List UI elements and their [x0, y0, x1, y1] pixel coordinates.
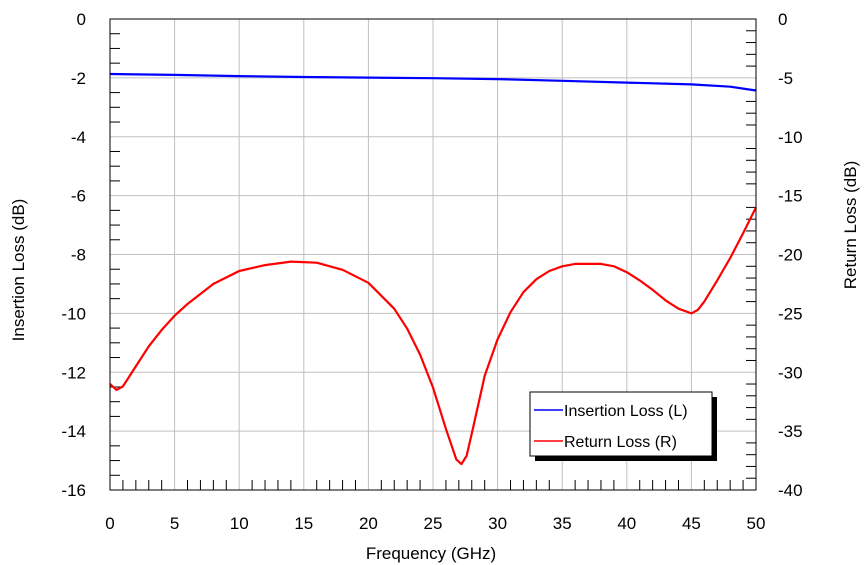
right-y-tick-label: -40	[778, 481, 803, 500]
grid-lines	[110, 19, 756, 490]
left-y-axis-label: Insertion Loss (dB)	[9, 199, 28, 342]
left-y-tick-label: -4	[71, 128, 86, 147]
right-y-tick-label: 0	[778, 10, 787, 29]
left-y-tick-label: 0	[77, 10, 86, 29]
x-tick-label: 50	[747, 514, 766, 533]
right-y-tick-label: -20	[778, 246, 803, 265]
x-tick-label: 15	[294, 514, 313, 533]
x-tick-label: 30	[488, 514, 507, 533]
left-y-tick-label: -6	[71, 187, 86, 206]
left-y-tick-labels: 0 -2 -4 -6 -8 -10 -12 -14 -16	[61, 10, 86, 500]
x-axis-label: Frequency (GHz)	[366, 544, 496, 563]
right-y-axis-label: Return Loss (dB)	[841, 161, 860, 290]
x-tick-label: 20	[359, 514, 378, 533]
minor-ticks	[110, 30, 756, 490]
x-tick-label: 5	[170, 514, 179, 533]
legend-box	[529, 391, 713, 457]
series-line-return-loss-r	[109, 206, 757, 466]
legend: Insertion Loss (L) Return Loss (R)	[529, 391, 717, 461]
right-y-tick-label: -10	[778, 128, 803, 147]
left-y-tick-label: -2	[71, 69, 86, 88]
left-y-tick-label: -10	[61, 304, 86, 323]
x-tick-labels: 0 5 10 15 20 25 30 35 40 45 50	[105, 514, 765, 533]
legend-label-return-loss: Return Loss (R)	[564, 434, 677, 451]
right-y-tick-label: -15	[778, 187, 803, 206]
x-tick-label: 0	[105, 514, 114, 533]
left-y-tick-label: -14	[61, 422, 86, 441]
x-tick-label: 35	[553, 514, 572, 533]
right-y-tick-label: -30	[778, 363, 803, 382]
x-tick-label: 40	[617, 514, 636, 533]
series-line-insertion-loss-l	[109, 72, 757, 92]
x-tick-label: 45	[682, 514, 701, 533]
x-tick-label: 10	[230, 514, 249, 533]
right-y-tick-label: -35	[778, 422, 803, 441]
series-layer	[109, 72, 757, 466]
right-y-tick-labels: 0 -5 -10 -15 -20 -25 -30 -35 -40	[778, 10, 803, 500]
right-y-tick-label: -25	[778, 304, 803, 323]
left-y-tick-label: -16	[61, 481, 86, 500]
left-y-tick-label: -12	[61, 363, 86, 382]
left-y-tick-label: -8	[71, 246, 86, 265]
x-tick-label: 25	[424, 514, 443, 533]
legend-label-insertion-loss: Insertion Loss (L)	[564, 403, 688, 420]
right-y-tick-label: -5	[778, 69, 793, 88]
plot-frame	[109, 18, 757, 491]
